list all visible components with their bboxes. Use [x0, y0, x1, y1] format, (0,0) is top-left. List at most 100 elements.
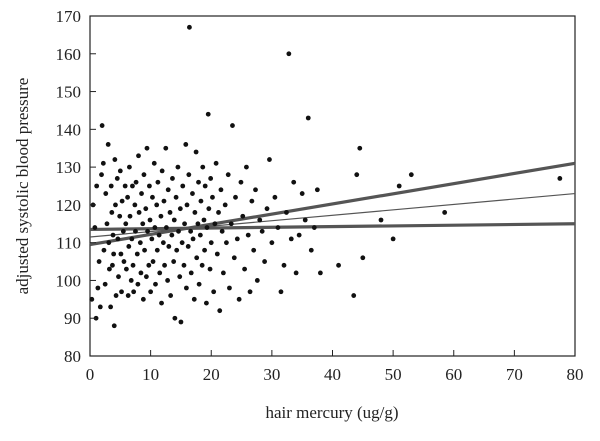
data-point: [192, 210, 198, 215]
data-point: [174, 247, 180, 253]
data-point: [190, 191, 195, 196]
data-point: [360, 255, 366, 261]
x-axis-title: hair mercury (ug/g): [265, 403, 398, 422]
data-point: [104, 221, 110, 227]
data-point: [288, 236, 294, 242]
data-point: [111, 251, 117, 257]
data-point: [208, 176, 214, 181]
data-point: [133, 179, 139, 185]
data-point: [186, 172, 192, 178]
data-point: [147, 183, 152, 189]
data-point: [190, 236, 196, 242]
data-point: [128, 278, 134, 283]
data-point: [224, 240, 229, 246]
data-point: [197, 232, 203, 238]
data-point: [143, 274, 149, 280]
regression-lines: [89, 161, 576, 247]
data-point: [92, 225, 98, 230]
data-point: [163, 225, 169, 230]
data-point: [101, 247, 107, 253]
data-point: [133, 228, 138, 234]
data-point: [171, 259, 177, 264]
data-point: [196, 179, 201, 185]
data-point: [110, 232, 116, 238]
data-point: [135, 281, 141, 287]
data-point: [225, 172, 231, 178]
x-tick-label: 20: [203, 365, 220, 384]
y-tick-label: 130: [56, 158, 82, 177]
regression-line-3: [89, 222, 576, 232]
data-point: [129, 236, 135, 242]
data-point: [227, 285, 232, 291]
data-point: [291, 179, 297, 185]
data-point: [264, 206, 270, 212]
data-point: [162, 262, 167, 268]
data-point: [117, 213, 123, 219]
data-point: [147, 217, 153, 223]
y-tick-label: 100: [56, 271, 82, 290]
data-point: [116, 274, 121, 280]
data-point: [139, 191, 144, 196]
data-point: [275, 225, 281, 230]
y-tick-label: 110: [56, 234, 81, 253]
data-point: [281, 262, 287, 268]
data-point: [220, 270, 226, 276]
data-point: [183, 285, 189, 291]
data-point: [233, 194, 238, 200]
data-point: [170, 176, 175, 181]
data-point: [244, 164, 249, 170]
data-point: [156, 232, 162, 238]
data-point: [159, 168, 165, 174]
data-point: [167, 210, 173, 215]
data-point: [442, 210, 448, 215]
data-point: [208, 240, 214, 246]
data-point: [150, 194, 155, 200]
data-point: [120, 228, 126, 234]
data-point: [145, 228, 150, 234]
data-point: [245, 232, 251, 238]
y-tick-label: 120: [56, 196, 82, 215]
data-point: [178, 319, 184, 325]
data-point: [249, 198, 255, 204]
y-axis-title: adjusted systolic blood pressure: [13, 78, 32, 295]
data-point: [146, 262, 152, 268]
data-point: [125, 293, 131, 298]
data-point: [210, 194, 215, 200]
data-point: [159, 300, 164, 306]
data-point: [106, 240, 112, 246]
data-point: [228, 221, 234, 227]
data-point: [217, 308, 223, 314]
data-point: [121, 259, 127, 264]
data-point: [222, 202, 228, 208]
data-point: [247, 289, 253, 295]
data-point: [278, 289, 284, 295]
data-point: [182, 221, 187, 227]
data-point: [131, 289, 137, 295]
data-point: [336, 262, 341, 268]
data-points: [89, 24, 563, 329]
data-point: [130, 262, 136, 268]
data-point: [201, 217, 207, 223]
data-point: [198, 198, 204, 204]
data-point: [94, 183, 100, 189]
data-point: [112, 157, 118, 162]
data-point: [231, 255, 237, 261]
y-tick-label: 160: [56, 45, 82, 64]
data-point: [251, 247, 257, 253]
data-point: [185, 244, 191, 249]
x-tick-label: 0: [86, 365, 95, 384]
y-tick-label: 80: [64, 347, 81, 366]
data-point: [165, 278, 171, 283]
regression-line-1: [89, 161, 576, 247]
data-point: [102, 281, 108, 287]
data-point: [204, 225, 210, 230]
data-point: [171, 217, 177, 223]
data-point: [168, 293, 174, 298]
x-axis-ticks: 0 10 20 30 40 50 60 70 80: [86, 350, 584, 384]
data-point: [175, 164, 181, 170]
data-point: [134, 251, 140, 257]
data-point: [218, 187, 224, 193]
data-point: [188, 270, 194, 276]
data-point: [110, 262, 115, 268]
data-point: [357, 145, 363, 151]
